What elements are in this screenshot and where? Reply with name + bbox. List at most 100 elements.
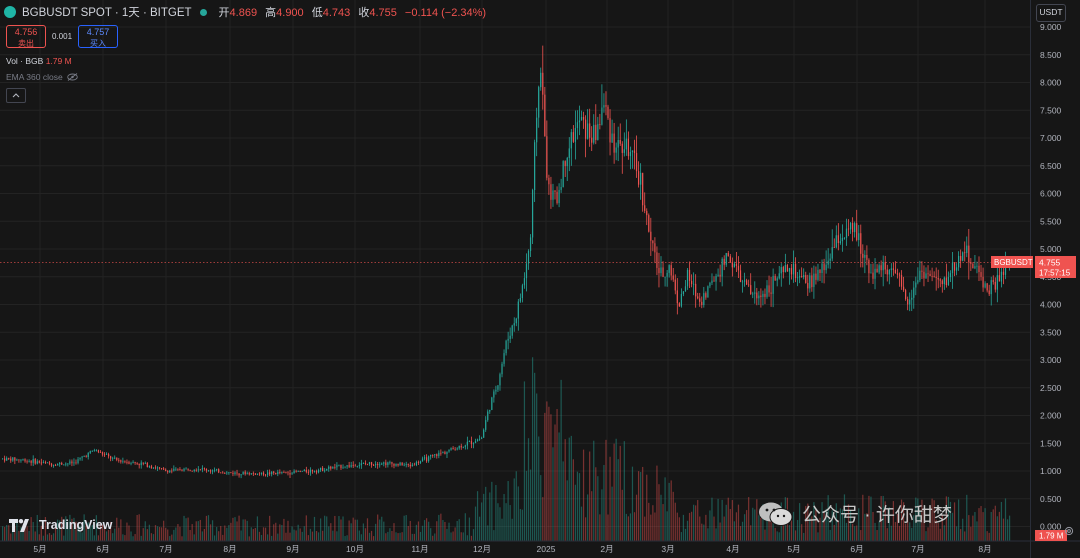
- candle-body: [399, 462, 401, 466]
- candle-body: [721, 258, 723, 277]
- volume-bar: [845, 522, 848, 541]
- candle-body: [958, 255, 960, 268]
- candle-body: [860, 233, 862, 254]
- settings-gear-icon[interactable]: [1064, 526, 1074, 536]
- volume-bar: [578, 473, 581, 541]
- candle-body: [752, 293, 754, 295]
- volume-bar: [880, 496, 882, 541]
- candle-body: [232, 472, 234, 474]
- price-tick-label: 1.000: [1040, 466, 1062, 476]
- volume-bar: [144, 521, 146, 541]
- svg-text:1.79 M: 1.79 M: [1039, 532, 1064, 541]
- volume-bar: [462, 532, 464, 541]
- candle-body: [59, 462, 61, 465]
- volume-bar: [925, 531, 927, 541]
- volume-bar: [580, 506, 583, 541]
- volume-bar: [898, 525, 901, 541]
- volume-bar: [658, 484, 660, 541]
- candle-body: [650, 231, 652, 241]
- candle-body: [748, 284, 750, 286]
- candle-body: [587, 123, 589, 139]
- volume-bar: [328, 526, 330, 541]
- price-tick-label: 3.000: [1040, 355, 1062, 365]
- volume-bar: [1002, 518, 1005, 541]
- candle-body: [758, 295, 760, 299]
- candle-body: [558, 189, 560, 204]
- volume-bar: [699, 516, 701, 541]
- volume-bar: [905, 523, 907, 541]
- volume-bar: [513, 478, 515, 541]
- volume-bar: [962, 518, 964, 541]
- volume-bar: [768, 502, 770, 541]
- time-tick-label: 8月: [223, 544, 236, 554]
- candles: [2, 45, 1011, 479]
- candle-body: [366, 463, 369, 465]
- candle-body: [483, 429, 485, 438]
- volume-bar: [399, 532, 401, 541]
- volume-bar: [438, 514, 440, 541]
- symbol-title[interactable]: BGBUSDT SPOT · 1天 · BITGET: [22, 7, 192, 19]
- volume-bar: [375, 523, 377, 541]
- candle-body: [817, 269, 819, 280]
- candle-body: [703, 293, 705, 306]
- candle-body: [491, 397, 493, 410]
- volume-bar: [291, 526, 293, 541]
- volume-bar: [917, 498, 919, 541]
- ema-legend[interactable]: EMA 360 close: [6, 72, 78, 82]
- candle-body: [566, 157, 568, 167]
- volume-bar: [902, 502, 905, 541]
- candle-body: [896, 273, 899, 275]
- candle-body: [725, 253, 727, 265]
- eye-hidden-icon[interactable]: [66, 73, 78, 81]
- volume-bar: [26, 526, 28, 541]
- volume-legend[interactable]: Vol · BGB 1.79 M: [6, 56, 72, 66]
- candle-body: [933, 276, 935, 277]
- volume-bar: [163, 520, 165, 541]
- candle-body: [30, 461, 32, 463]
- volume-bar: [295, 530, 297, 541]
- price-tick-label: 6.000: [1040, 189, 1062, 199]
- volume-bar: [809, 517, 811, 541]
- candle-body: [847, 228, 850, 230]
- volume-bar: [185, 518, 187, 541]
- volume-bar: [847, 504, 850, 541]
- volume-bar: [132, 536, 134, 541]
- candle-body: [574, 128, 577, 142]
- candle-body: [218, 469, 220, 473]
- volume-bar: [52, 533, 55, 541]
- candle-body: [611, 133, 613, 143]
- candle-body: [393, 463, 395, 466]
- volume-bar: [452, 531, 454, 541]
- candle-body: [73, 462, 75, 464]
- volume-bar: [71, 518, 73, 541]
- candle-body: [503, 353, 505, 364]
- sell-button[interactable]: 4.756 卖出: [6, 25, 46, 48]
- last-price-label: BGBUSDT 4.755 17:57:15: [991, 256, 1076, 278]
- candle-body: [462, 446, 464, 448]
- volume-bar: [774, 527, 776, 541]
- candle-body: [266, 472, 269, 475]
- volume-bar: [442, 520, 444, 541]
- collapse-legend-button[interactable]: [6, 88, 26, 103]
- volume-bar: [101, 524, 104, 541]
- volume-bar: [120, 519, 122, 541]
- volume-bar: [554, 424, 556, 541]
- volume-bar: [711, 497, 713, 541]
- candle-body: [354, 465, 356, 467]
- volume-bar: [955, 526, 958, 541]
- candle-body: [248, 473, 250, 475]
- currency-select[interactable]: USDT: [1036, 4, 1066, 22]
- volume-bar: [923, 508, 925, 541]
- volume-bar: [796, 519, 799, 541]
- volume-bar: [189, 529, 191, 541]
- candle-body: [389, 462, 391, 464]
- candle-body: [93, 450, 95, 452]
- chevron-up-icon: [12, 93, 20, 98]
- buy-button[interactable]: 4.757 买入: [78, 25, 119, 48]
- volume-bar: [911, 527, 913, 541]
- volume-bar: [299, 528, 301, 541]
- tradingview-logo[interactable]: TradingView: [9, 518, 112, 532]
- candle-body: [778, 273, 780, 279]
- candle-body: [962, 252, 964, 261]
